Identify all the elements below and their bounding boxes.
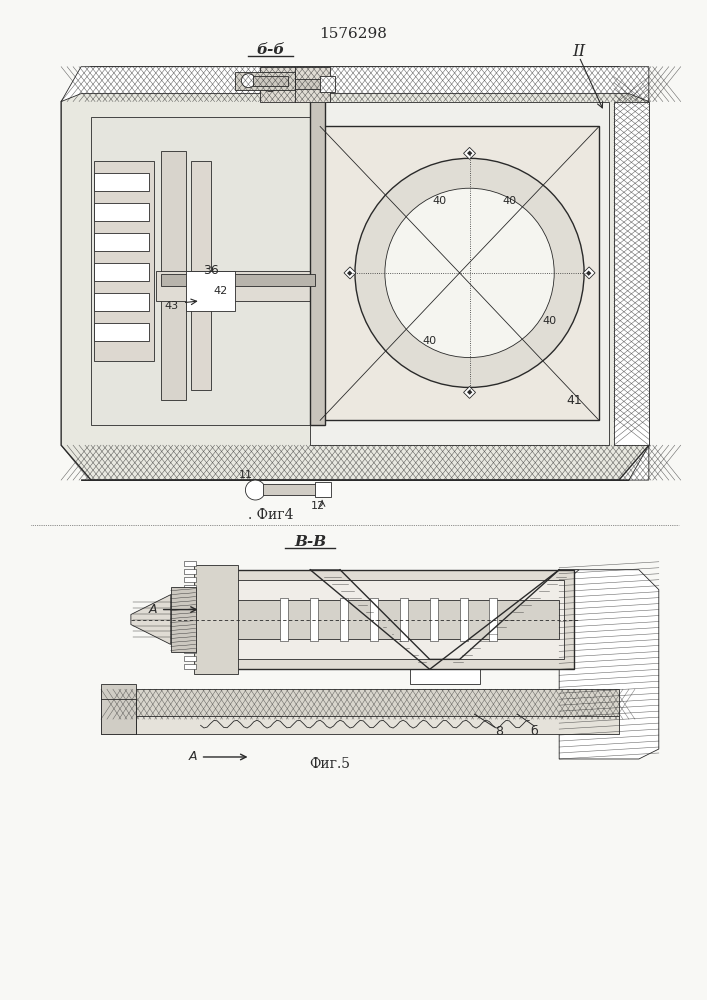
Text: 8: 8	[496, 725, 503, 738]
Text: А: А	[188, 750, 197, 763]
Circle shape	[355, 158, 584, 387]
Polygon shape	[559, 570, 659, 759]
Bar	[94, 263, 148, 281]
Bar	[184, 609, 196, 614]
Polygon shape	[583, 267, 595, 279]
Text: . Фиг4: . Фиг4	[247, 508, 293, 522]
Bar	[94, 173, 148, 191]
Bar	[370, 598, 378, 641]
Text: 41: 41	[566, 394, 582, 407]
Bar	[101, 684, 136, 734]
Bar	[94, 233, 148, 251]
Bar	[263, 484, 318, 495]
Bar	[91, 117, 310, 425]
Bar	[310, 102, 609, 445]
Bar	[160, 274, 315, 286]
Polygon shape	[440, 570, 579, 669]
Text: ◆: ◆	[467, 389, 472, 395]
Text: 40: 40	[433, 196, 447, 206]
Bar	[489, 598, 498, 641]
Text: б: б	[530, 725, 538, 738]
Text: 1576298: 1576298	[319, 27, 387, 41]
Bar	[460, 598, 467, 641]
Polygon shape	[310, 570, 430, 669]
Text: 40: 40	[423, 336, 437, 346]
Circle shape	[242, 74, 255, 88]
Text: В-В: В-В	[294, 535, 326, 549]
Text: ◆: ◆	[586, 270, 592, 276]
Bar	[196, 570, 574, 669]
Bar	[320, 126, 599, 420]
Text: ◆: ◆	[467, 150, 472, 156]
Text: 36: 36	[203, 264, 218, 277]
Bar	[186, 271, 235, 311]
Bar	[310, 598, 318, 641]
Text: Фиг.5: Фиг.5	[310, 757, 351, 771]
Bar	[94, 161, 154, 361]
Bar	[206, 580, 564, 659]
Polygon shape	[131, 595, 170, 644]
Bar	[156, 271, 320, 301]
Bar	[410, 659, 479, 684]
Bar	[253, 76, 288, 86]
Bar	[94, 293, 148, 311]
Bar	[184, 577, 196, 582]
Bar	[184, 561, 196, 566]
Circle shape	[262, 76, 279, 92]
Bar	[101, 689, 619, 719]
Text: 40: 40	[542, 316, 556, 326]
Bar	[94, 203, 148, 221]
Bar	[184, 640, 196, 645]
Bar	[280, 598, 288, 641]
Bar	[160, 151, 186, 400]
Bar	[184, 617, 196, 622]
Text: 12: 12	[311, 501, 325, 511]
Bar	[184, 585, 196, 590]
Bar	[400, 598, 408, 641]
Bar	[260, 67, 330, 102]
Text: II: II	[573, 43, 585, 60]
Bar	[310, 77, 325, 425]
Text: б-б: б-б	[256, 43, 284, 57]
Bar	[315, 482, 331, 497]
Bar	[94, 323, 148, 341]
Bar	[320, 76, 335, 92]
Polygon shape	[61, 67, 649, 102]
Bar	[184, 569, 196, 574]
Circle shape	[245, 480, 265, 500]
Bar	[201, 600, 559, 639]
Polygon shape	[614, 102, 649, 445]
Bar	[101, 716, 619, 734]
Text: 42: 42	[214, 286, 228, 296]
Circle shape	[385, 188, 554, 358]
Bar	[184, 664, 196, 669]
Text: 43: 43	[165, 301, 179, 311]
Bar	[184, 632, 196, 637]
Bar	[235, 72, 296, 90]
Polygon shape	[61, 67, 649, 480]
Polygon shape	[344, 267, 356, 279]
Text: 40: 40	[502, 196, 516, 206]
Text: А: А	[148, 603, 157, 616]
Bar	[194, 565, 238, 674]
Bar	[340, 598, 348, 641]
Polygon shape	[81, 445, 649, 480]
Bar	[191, 161, 211, 390]
Bar	[184, 656, 196, 661]
Text: 11: 11	[238, 470, 252, 480]
Bar	[184, 593, 196, 598]
Text: ◆: ◆	[347, 270, 353, 276]
Bar	[170, 587, 196, 652]
Bar	[184, 625, 196, 629]
Bar	[184, 648, 196, 653]
Bar	[184, 601, 196, 606]
Polygon shape	[464, 147, 476, 159]
Bar	[279, 79, 323, 89]
Polygon shape	[464, 386, 476, 398]
Bar	[430, 598, 438, 641]
